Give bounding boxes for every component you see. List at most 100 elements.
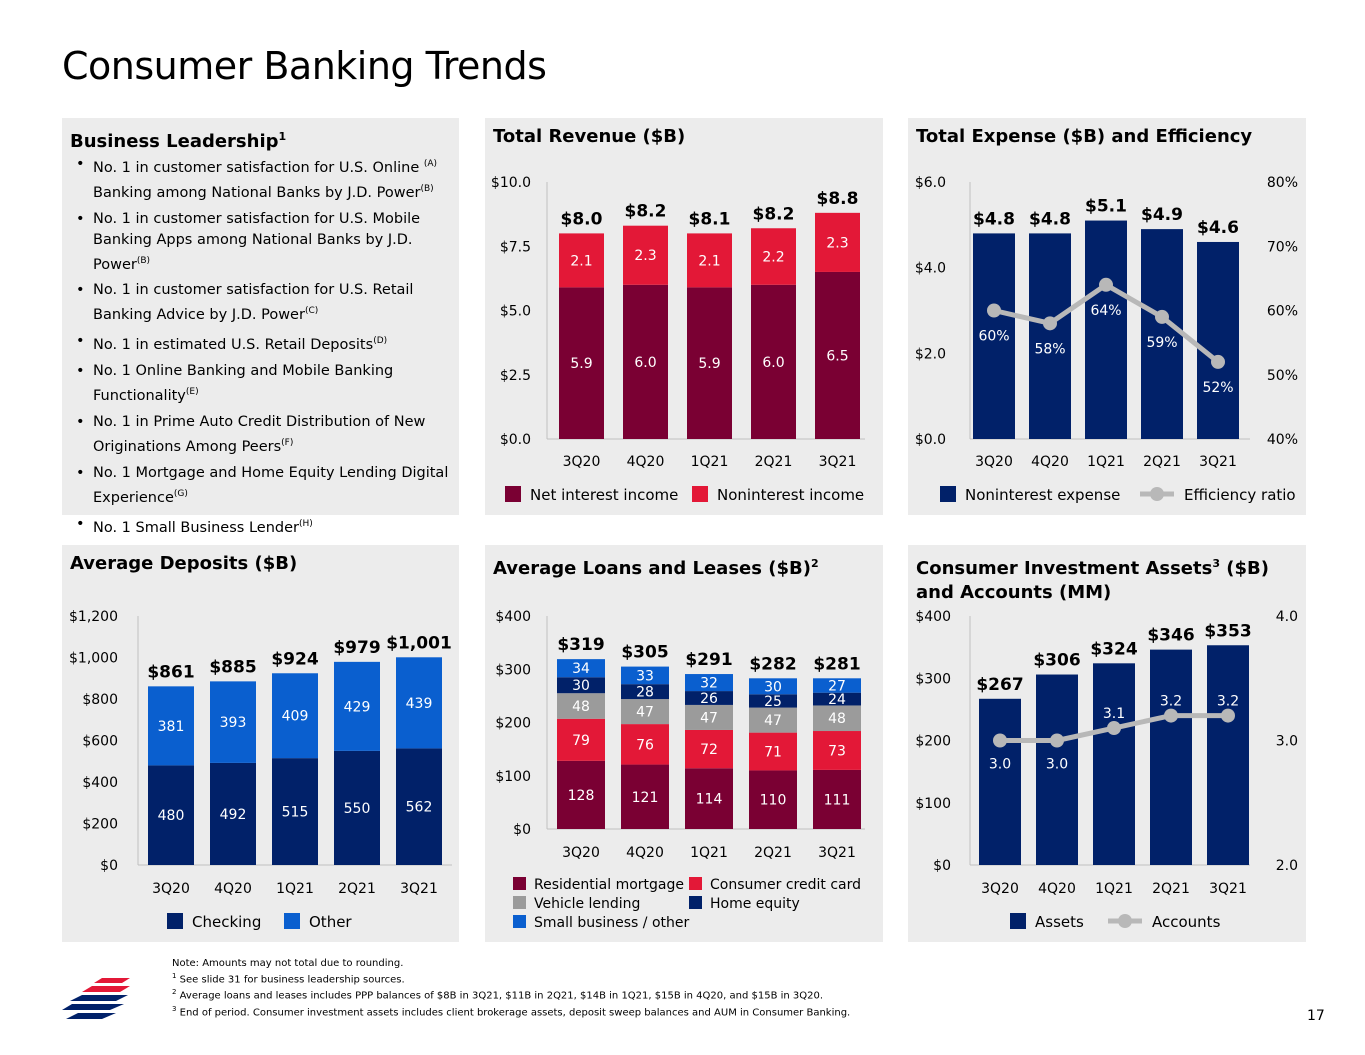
bar-checking [148,765,194,865]
leadership-title: Business Leadership1 [70,125,286,154]
total-label: $885 [209,657,256,677]
page-title: Consumer Banking Trends [62,44,547,88]
data-label: 47 [636,705,654,721]
x-tick-label: 4Q20 [1038,881,1076,897]
x-tick-label: 4Q20 [214,881,252,897]
legend-swatch [513,877,526,890]
data-label: 111 [824,792,851,808]
data-label: 2.1 [698,253,720,269]
loans-chart: $0$100$200$300$40012879483034$3193Q20121… [495,609,865,931]
line-label: 64% [1090,303,1121,319]
legend-swatch [284,913,300,929]
bar-small-business-other [621,666,669,685]
leadership-item-ref: (A) [423,159,438,169]
x-tick-label: 4Q20 [626,845,664,861]
legend-label: Assets [1035,913,1084,931]
x-tick-label: 2Q21 [338,881,376,897]
data-label: 33 [636,668,654,684]
legend-swatch [1010,913,1026,929]
bar-residential-mortgage [749,770,797,829]
x-tick-label: 3Q21 [818,845,856,861]
deposits-chart: $0 $200 $400 $600 $800 $1,000 $1,200 480 381 $861… [69,609,452,931]
data-label: 409 [282,709,309,725]
value-label: $4.8 [973,209,1015,229]
loans-title-text: Average Loans and Leases ($B) [493,558,811,579]
line-point [1155,309,1169,324]
bar-vehicle-lending [813,705,861,732]
y2-tick-label: 40% [1267,432,1298,448]
leadership-item-text: No. 1 Mortgage and Home Equity Lending D… [93,464,449,506]
investments-panel: Consumer Investment Assets3 ($B) and Acc… [908,545,1306,942]
y2-tick-label: 60% [1267,304,1298,320]
bar-net-interest-income [751,284,796,439]
y2-tick-label: 80% [1267,175,1298,191]
bar-noninterest-income [687,233,732,288]
legend-label: Small business / other [534,915,690,931]
data-label: 48 [828,711,846,727]
bar-net-interest-income [559,287,604,439]
bar-small-business-other [557,659,605,678]
x-tick-label: 3Q21 [819,454,857,470]
bar-small-business-other [749,678,797,695]
line-point [1107,721,1121,736]
investments-title-text: Consumer Investment Assets [916,558,1213,579]
bar-assets [979,698,1021,865]
leadership-item-text: No. 1 Online Banking and Mobile Banking … [93,363,394,404]
line-point [1043,316,1057,331]
leadership-item-ref: (B) [420,183,434,194]
x-tick-label: 1Q21 [691,454,729,470]
data-label: 24 [828,692,846,708]
expense-panel: Total Expense ($B) and Efficiency $0.0 $2… [908,118,1306,515]
line-label: 3.1 [1103,706,1125,722]
legend-marker [1150,487,1164,501]
y-tick-label: $0 [100,858,118,874]
y-tick-label: $10.0 [491,175,531,191]
line-point [987,303,1001,318]
data-label: 550 [344,801,371,817]
leadership-item-ref: (H) [298,518,313,529]
data-label: 6.5 [826,348,848,364]
data-label: 2.3 [826,235,848,251]
data-label: 30 [764,679,782,695]
y2-tick-label: 50% [1267,368,1298,384]
legend-label: Noninterest expense [965,486,1120,504]
bar-checking [272,758,318,865]
line-label: 60% [978,329,1009,345]
bar-assets [1150,649,1192,865]
leadership-item-text: No. 1 in customer satisfaction for U.S. … [93,282,414,324]
bar-net-interest-income [687,287,732,439]
revenue-panel: Total Revenue ($B) $0.0 $2.5 $5.0 $7.5 $10.0… [485,118,883,515]
x-tick-label: 3Q20 [562,845,600,861]
y2-tick-label: 70% [1267,239,1298,255]
x-tick-label: 4Q20 [1031,454,1069,470]
leadership-item: No. 1 Small Business Lender(H) [72,514,452,539]
footnote: 2 Average loans and leases includes PPP … [172,986,850,1002]
x-tick-label: 2Q21 [754,845,792,861]
deposits-title: Average Deposits ($B) [70,552,297,576]
y-tick-label: $0.0 [915,432,946,448]
page-number: 17 [1307,1008,1325,1024]
x-tick-label: 2Q21 [755,454,793,470]
data-label: 32 [700,676,718,692]
bar-vehicle-lending [557,693,605,719]
line-label: 3.2 [1160,694,1182,710]
x-tick-label: 3Q20 [563,454,601,470]
bar-noninterest-expense [1029,233,1071,439]
deposits-panel: Average Deposits ($B) $0 $200 $400 $600 $800… [62,545,459,942]
leadership-title-sup: 1 [278,130,287,143]
bar-residential-mortgage [557,760,605,829]
data-label: 34 [572,661,590,677]
data-label: 6.0 [634,355,656,371]
leadership-item-ref: (F) [281,437,294,448]
loans-panel: Average Loans and Leases ($B)2 $0 $100 $20… [485,545,883,942]
loans-title-sup: 2 [810,557,819,570]
data-label: 480 [158,808,185,824]
data-label: 79 [572,733,590,749]
line-point [1211,354,1225,369]
data-label: 515 [282,805,309,821]
data-label: 72 [700,742,718,758]
total-label: $8.2 [625,202,667,222]
data-label: 128 [568,788,595,804]
investments-title-text2: ($B) and Accounts (MM) [916,558,1269,603]
bar-other [334,661,380,751]
